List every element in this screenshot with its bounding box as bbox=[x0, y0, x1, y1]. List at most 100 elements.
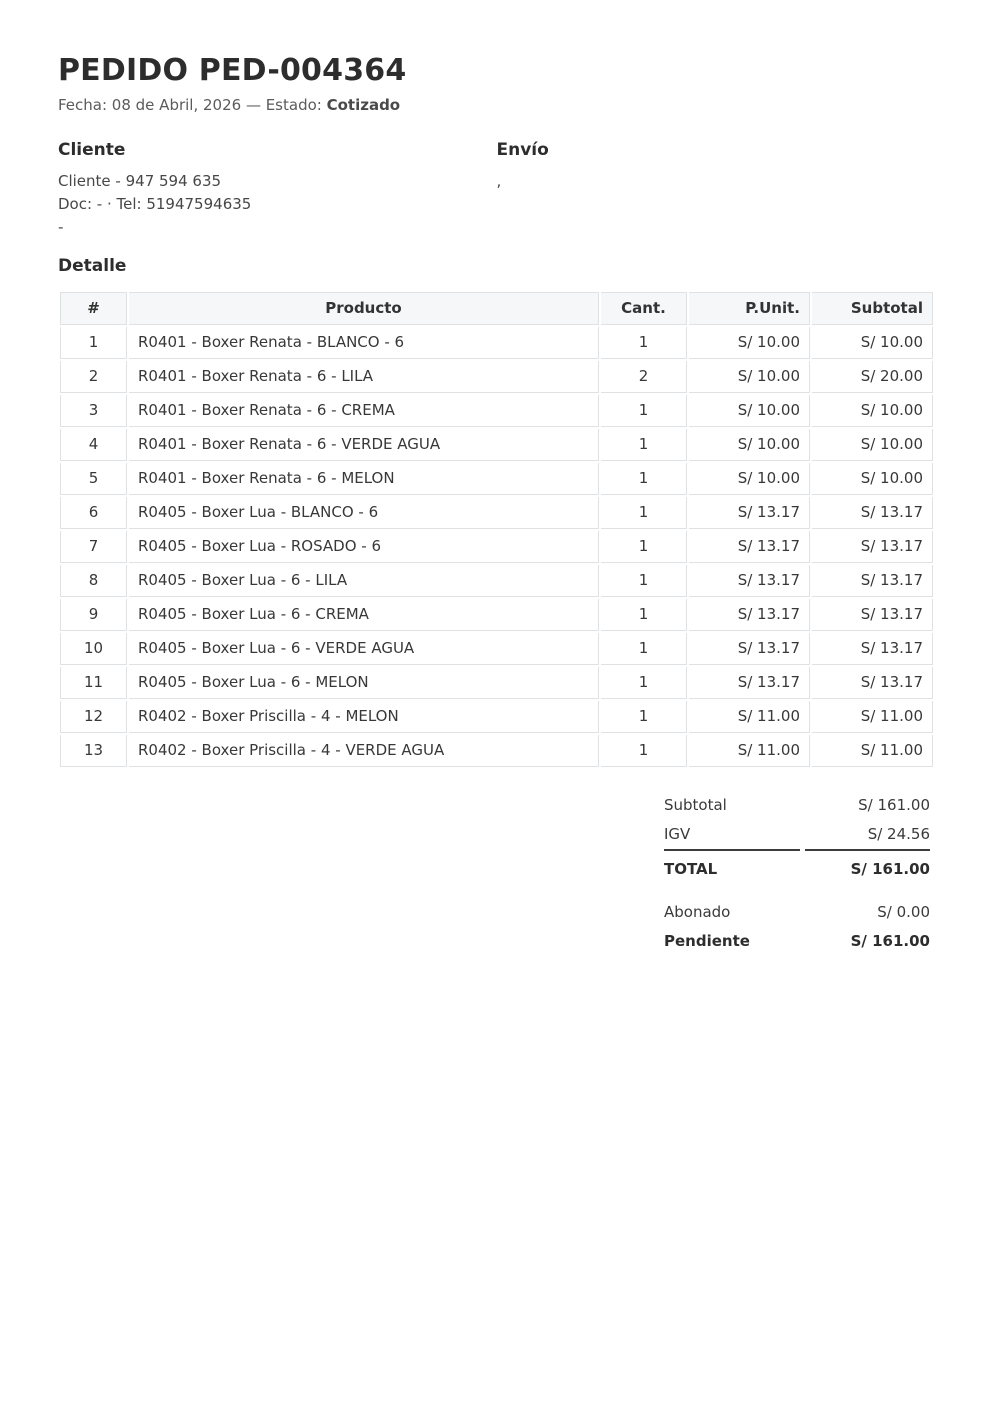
item-unit-price: S/ 13.17 bbox=[689, 667, 810, 699]
item-subtotal: S/ 10.00 bbox=[812, 327, 933, 359]
item-qty: 1 bbox=[601, 667, 687, 699]
item-num: 11 bbox=[60, 667, 127, 699]
item-qty: 1 bbox=[601, 429, 687, 461]
item-num: 10 bbox=[60, 633, 127, 665]
item-unit-price: S/ 10.00 bbox=[689, 361, 810, 393]
order-status: Cotizado bbox=[326, 96, 401, 114]
item-subtotal: S/ 11.00 bbox=[812, 701, 933, 733]
item-subtotal: S/ 13.17 bbox=[812, 599, 933, 631]
item-num: 8 bbox=[60, 565, 127, 597]
item-row: 11 R0405 - Boxer Lua - 6 - MELON 1 S/ 13.17… bbox=[60, 667, 933, 699]
shipping-address: , bbox=[496, 172, 502, 190]
totals-subtotal-row: Subtotal S/ 161.00 bbox=[664, 791, 930, 820]
item-product: R0405 - Boxer Lua - 6 - MELON bbox=[129, 667, 599, 699]
items-header-row: # Producto Cant. P.Unit. Subtotal bbox=[60, 292, 933, 325]
totals-table: Subtotal S/ 161.00 IGV S/ 24.56 TOTAL S/… bbox=[659, 791, 935, 956]
item-row: 8 R0405 - Boxer Lua - 6 - LILA 1 S/ 13.17 S/… bbox=[60, 565, 933, 597]
item-product: R0401 - Boxer Renata - 6 - CREMA bbox=[129, 395, 599, 427]
detail-heading: Detalle bbox=[58, 256, 127, 276]
item-row: 3 R0401 - Boxer Renata - 6 - CREMA 1 S/ 10.… bbox=[60, 395, 933, 427]
item-product: R0405 - Boxer Lua - 6 - VERDE AGUA bbox=[129, 633, 599, 665]
item-subtotal: S/ 13.17 bbox=[812, 531, 933, 563]
item-qty: 2 bbox=[601, 361, 687, 393]
order-meta: Fecha: 08 de Abril, 2026 — Estado: Cotiz… bbox=[58, 96, 935, 114]
igv-label: IGV bbox=[664, 825, 691, 843]
info-grid: Cliente Cliente - 947 594 635 Doc: - · T… bbox=[58, 140, 935, 239]
item-product: R0405 - Boxer Lua - BLANCO - 6 bbox=[129, 497, 599, 529]
totals-pendiente-row: Pendiente S/ 161.00 bbox=[664, 927, 930, 956]
item-qty: 1 bbox=[601, 565, 687, 597]
item-row: 6 R0405 - Boxer Lua - BLANCO - 6 1 S/ 13.17… bbox=[60, 497, 933, 529]
item-row: 12 R0402 - Boxer Priscilla - 4 - MELON 1 S/… bbox=[60, 701, 933, 733]
item-qty: 1 bbox=[601, 463, 687, 495]
item-num: 12 bbox=[60, 701, 127, 733]
item-qty: 1 bbox=[601, 327, 687, 359]
shipping-section: Envío , bbox=[497, 140, 936, 239]
totals-total-row: TOTAL S/ 161.00 bbox=[664, 849, 930, 884]
item-subtotal: S/ 10.00 bbox=[812, 429, 933, 461]
item-subtotal: S/ 11.00 bbox=[812, 735, 933, 767]
item-product: R0401 - Boxer Renata - 6 - LILA bbox=[129, 361, 599, 393]
item-unit-price: S/ 10.00 bbox=[689, 327, 810, 359]
item-num: 13 bbox=[60, 735, 127, 767]
item-unit-price: S/ 13.17 bbox=[689, 633, 810, 665]
item-subtotal: S/ 20.00 bbox=[812, 361, 933, 393]
item-num: 9 bbox=[60, 599, 127, 631]
client-extra: - bbox=[58, 218, 64, 236]
item-qty: 1 bbox=[601, 599, 687, 631]
igv-value: S/ 24.56 bbox=[867, 825, 930, 843]
total-value: S/ 161.00 bbox=[804, 849, 930, 884]
column-header-subtotal: Subtotal bbox=[812, 292, 933, 325]
items-table-header: # Producto Cant. P.Unit. Subtotal bbox=[60, 292, 933, 325]
order-title: PEDIDO PED-004364 bbox=[58, 53, 407, 88]
item-qty: 1 bbox=[601, 395, 687, 427]
item-subtotal: S/ 13.17 bbox=[812, 565, 933, 597]
item-product: R0401 - Boxer Renata - 6 - MELON bbox=[129, 463, 599, 495]
item-row: 1 R0401 - Boxer Renata - BLANCO - 6 1 S/ 10… bbox=[60, 327, 933, 359]
item-row: 7 R0405 - Boxer Lua - ROSADO - 6 1 S/ 13.17… bbox=[60, 531, 933, 563]
subtotal-label: Subtotal bbox=[664, 796, 727, 814]
items-table: # Producto Cant. P.Unit. Subtotal 1 R0401… bbox=[58, 290, 935, 769]
column-header-punit: P.Unit. bbox=[689, 292, 810, 325]
item-unit-price: S/ 13.17 bbox=[689, 497, 810, 529]
item-num: 5 bbox=[60, 463, 127, 495]
shipping-heading: Envío bbox=[496, 140, 549, 160]
item-row: 10 R0405 - Boxer Lua - 6 - VERDE AGUA 1 S/ … bbox=[60, 633, 933, 665]
item-num: 4 bbox=[60, 429, 127, 461]
abonado-label: Abonado bbox=[664, 903, 731, 921]
item-product: R0402 - Boxer Priscilla - 4 - MELON bbox=[129, 701, 599, 733]
pendiente-label: Pendiente bbox=[664, 932, 750, 950]
item-unit-price: S/ 13.17 bbox=[689, 531, 810, 563]
item-product: R0405 - Boxer Lua - 6 - CREMA bbox=[129, 599, 599, 631]
item-row: 2 R0401 - Boxer Renata - 6 - LILA 2 S/ 10.0… bbox=[60, 361, 933, 393]
item-row: 13 R0402 - Boxer Priscilla - 4 - VERDE AG… bbox=[60, 735, 933, 767]
items-table-body: 1 R0401 - Boxer Renata - BLANCO - 6 1 S/ 10… bbox=[60, 327, 933, 767]
item-product: R0402 - Boxer Priscilla - 4 - VERDE AGUA bbox=[129, 735, 599, 767]
item-row: 4 R0401 - Boxer Renata - 6 - VERDE AGUA 1 S… bbox=[60, 429, 933, 461]
item-unit-price: S/ 13.17 bbox=[689, 565, 810, 597]
item-unit-price: S/ 10.00 bbox=[689, 429, 810, 461]
totals-abonado-row: Abonado S/ 0.00 bbox=[664, 884, 930, 927]
client-heading: Cliente bbox=[58, 140, 126, 160]
item-unit-price: S/ 11.00 bbox=[689, 735, 810, 767]
item-qty: 1 bbox=[601, 633, 687, 665]
item-product: R0405 - Boxer Lua - ROSADO - 6 bbox=[129, 531, 599, 563]
item-product: R0401 - Boxer Renata - 6 - VERDE AGUA bbox=[129, 429, 599, 461]
total-label: TOTAL bbox=[664, 849, 800, 884]
item-subtotal: S/ 10.00 bbox=[812, 463, 933, 495]
pendiente-value: S/ 161.00 bbox=[850, 932, 930, 950]
totals-igv-row: IGV S/ 24.56 bbox=[664, 820, 930, 849]
column-header-num: # bbox=[60, 292, 127, 325]
item-subtotal: S/ 13.17 bbox=[812, 497, 933, 529]
item-unit-price: S/ 10.00 bbox=[689, 395, 810, 427]
item-subtotal: S/ 10.00 bbox=[812, 395, 933, 427]
item-unit-price: S/ 13.17 bbox=[689, 599, 810, 631]
abonado-value: S/ 0.00 bbox=[877, 903, 930, 921]
item-num: 7 bbox=[60, 531, 127, 563]
item-num: 3 bbox=[60, 395, 127, 427]
item-unit-price: S/ 11.00 bbox=[689, 701, 810, 733]
client-name-phone: Cliente - 947 594 635 bbox=[58, 172, 222, 190]
item-product: R0401 - Boxer Renata - BLANCO - 6 bbox=[129, 327, 599, 359]
client-section: Cliente Cliente - 947 594 635 Doc: - · T… bbox=[58, 140, 497, 239]
item-row: 5 R0401 - Boxer Renata - 6 - MELON 1 S/ 10.… bbox=[60, 463, 933, 495]
